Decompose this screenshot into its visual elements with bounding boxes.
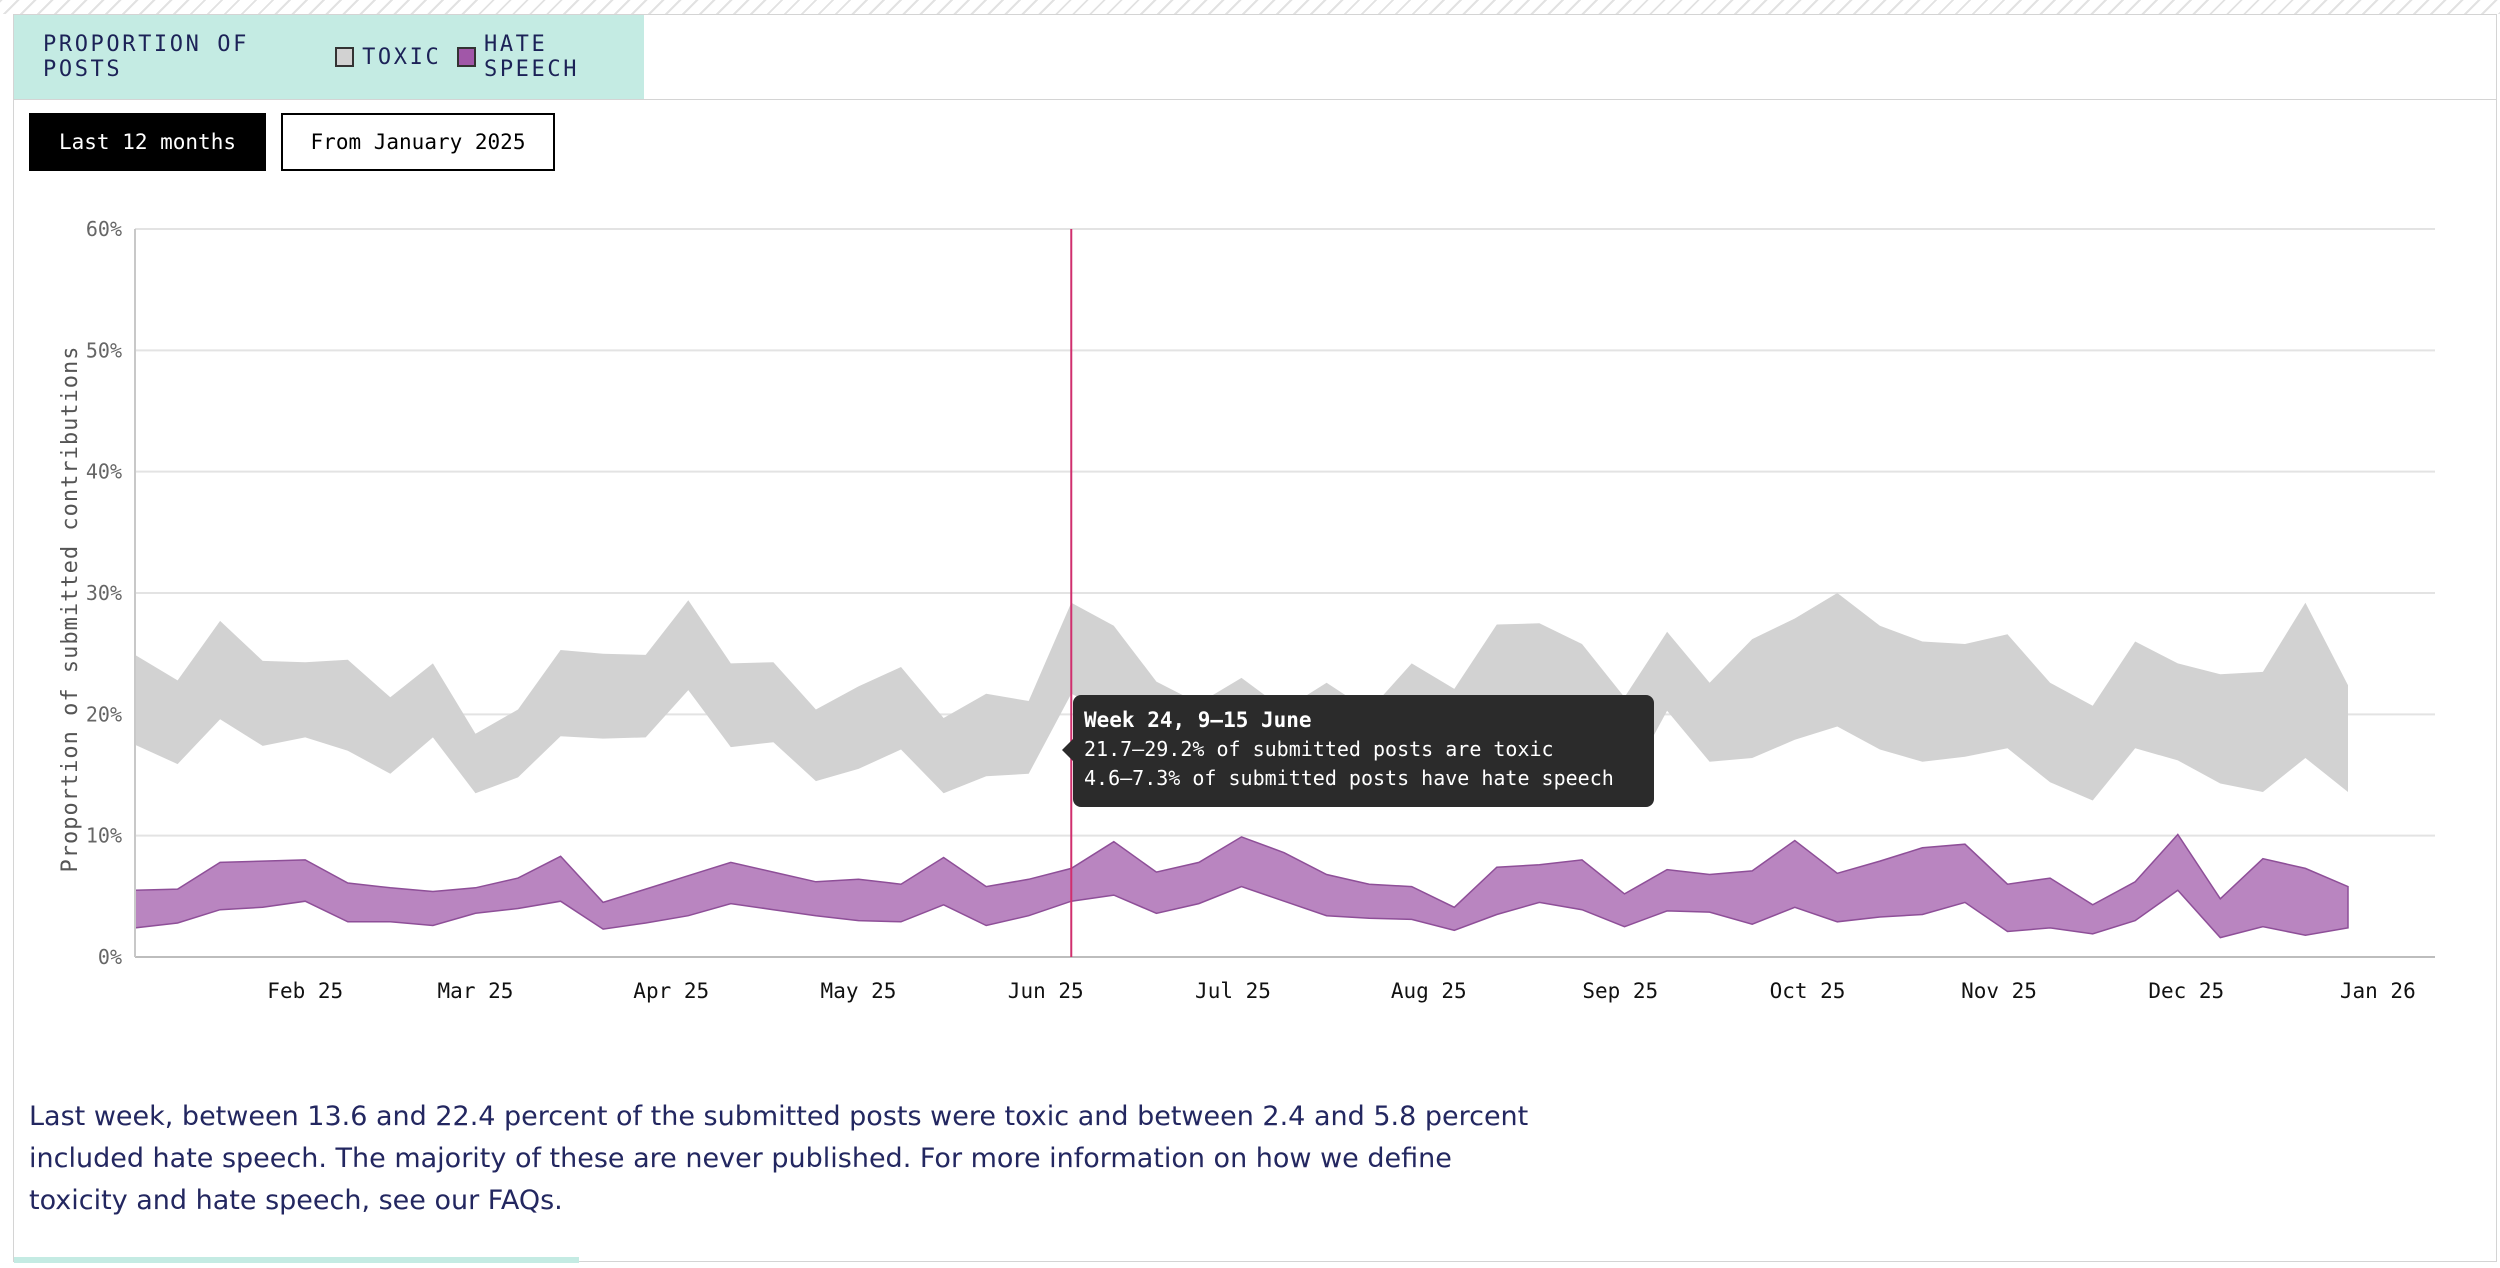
chart-panel: PROPORTION OF POSTS TOXIC HATE SPEECH	[13, 14, 2497, 1263]
hate-speech-swatch-icon	[457, 47, 476, 67]
bottom-accent-bar	[14, 1257, 579, 1263]
x-tick-label: Jun 25	[1008, 979, 1084, 1003]
y-tick-label: 10%	[86, 824, 122, 848]
hate-speech-band	[134, 833, 2349, 939]
x-tick-label: Aug 25	[1391, 979, 1467, 1003]
x-tick-label: Jan 26	[2340, 979, 2416, 1003]
x-tick-label: Sep 25	[1582, 979, 1658, 1003]
top-hatch-decoration	[0, 0, 2500, 14]
last-12-months-button[interactable]: Last 12 months	[29, 113, 266, 171]
x-tick-label: May 25	[821, 979, 897, 1003]
toxic-swatch-icon	[335, 47, 355, 67]
x-tick-label: Jul 25	[1195, 979, 1271, 1003]
legend-header: PROPORTION OF POSTS TOXIC HATE SPEECH	[14, 15, 644, 99]
x-tick-label: Nov 25	[1961, 979, 2037, 1003]
y-tick-labels: 0% 10% 20% 30% 40% 50% 60%	[86, 217, 122, 969]
header-divider	[14, 99, 2496, 100]
grid-lines	[135, 228, 2435, 958]
y-tick-label: 30%	[86, 581, 122, 605]
tooltip-hate-line: 4.6–7.3% of submitted posts have hate sp…	[1084, 766, 1614, 790]
x-tick-label: Oct 25	[1770, 979, 1846, 1003]
x-tick-label: Feb 25	[267, 979, 343, 1003]
y-axis-label: Proportion of submitted contributions	[58, 345, 83, 872]
y-tick-label: 60%	[86, 217, 122, 241]
tooltip-title: Week 24, 9–15 June	[1084, 708, 1312, 732]
y-tick-label: 20%	[86, 702, 122, 726]
x-tick-label: Apr 25	[633, 979, 709, 1003]
y-tick-label: 0%	[98, 945, 122, 969]
legend-title: PROPORTION OF POSTS	[43, 32, 249, 82]
from-january-2025-button[interactable]: From January 2025	[281, 113, 555, 171]
legend-item-toxic: TOXIC	[362, 44, 442, 70]
x-tick-labels: Feb 25 Mar 25 Apr 25 May 25 Jun 25 Jul 25 Aug …	[267, 979, 2415, 1003]
legend-item-hate-speech: HATE SPEECH	[483, 32, 580, 82]
summary-text: Last week, between 13.6 and 22.4 percent…	[29, 1101, 1529, 1216]
x-tick-label: Dec 25	[2148, 979, 2224, 1003]
y-tick-label: 50%	[86, 338, 122, 362]
x-tick-label: Mar 25	[438, 979, 514, 1003]
hover-tooltip: Week 24, 9–15 June 21.7–29.2% of submitt…	[1062, 695, 1654, 807]
tooltip-toxic-line: 21.7–29.2% of submitted posts are toxic	[1084, 737, 1554, 761]
y-tick-label: 40%	[86, 460, 122, 484]
